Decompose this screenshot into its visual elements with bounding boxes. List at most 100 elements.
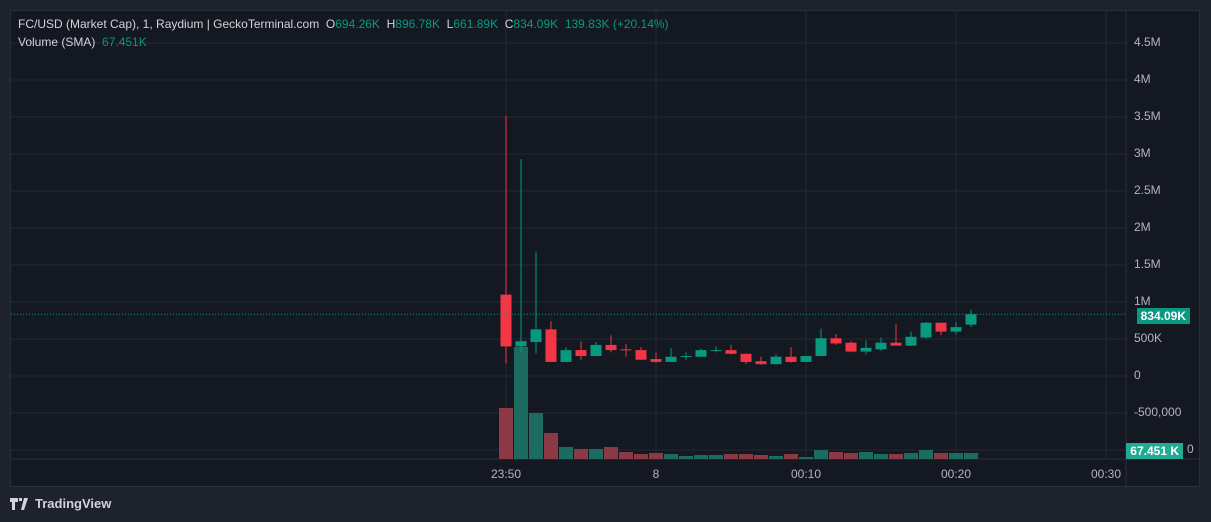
volume-bar (949, 453, 963, 459)
candle-body (800, 356, 812, 362)
candle-body (695, 350, 707, 357)
candle-body (560, 350, 572, 362)
volume-bar (919, 450, 933, 459)
volume-bar (784, 454, 798, 459)
volume-bar (799, 457, 813, 459)
candle-body (635, 350, 647, 360)
volume-bar (634, 454, 648, 459)
volume-bar (739, 454, 753, 459)
volume-bar (544, 433, 558, 459)
candle-body (920, 322, 932, 338)
candle-body (680, 356, 692, 358)
candle-body (620, 349, 632, 351)
volume-bar (769, 456, 783, 459)
close-label: C (504, 17, 514, 31)
volume-value: 67.451K (102, 35, 147, 49)
volume-bar (559, 447, 573, 459)
volume-bar (724, 454, 738, 459)
last-price-badge: 834.09K (1136, 308, 1190, 324)
candle-body (590, 344, 602, 357)
low-label: L (446, 17, 454, 31)
candle-body (875, 342, 887, 350)
candle-body (500, 294, 512, 347)
price-axis-label: 1.5M (1134, 257, 1161, 271)
volume-bar (649, 453, 663, 459)
volume-bar (499, 408, 513, 459)
close-value: 834.09K (513, 17, 559, 31)
candle-body (950, 327, 962, 332)
candle-body (530, 329, 542, 342)
volume-bar (604, 447, 618, 459)
volume-bar (964, 453, 978, 459)
price-axis-label: 0 (1187, 442, 1194, 456)
time-axis-label: 00:10 (791, 467, 821, 481)
candle-body (650, 358, 662, 362)
tradingview-logo[interactable]: TradingView (10, 496, 111, 511)
candle-body (545, 329, 557, 362)
volume-bar (619, 452, 633, 459)
legend-symbol: FC/USD (Market Cap), 1, Raydium | GeckoT… (18, 17, 320, 31)
time-axis-label: 23:50 (491, 467, 521, 481)
price-axis-label: 2M (1134, 220, 1151, 234)
price-axis-label: 1M (1134, 294, 1151, 308)
candle-body (755, 361, 767, 365)
high-label: H (386, 17, 396, 31)
legend-ohlc: FC/USD (Market Cap), 1, Raydium | GeckoT… (18, 17, 669, 31)
volume-bar (904, 453, 918, 459)
price-axis-label: 500K (1134, 331, 1162, 345)
volume-bar (664, 454, 678, 459)
volume-bar (934, 453, 948, 459)
price-axis-label: 2.5M (1134, 183, 1161, 197)
high-value: 896.78K (395, 17, 440, 31)
open-label: O (325, 17, 336, 31)
candle-body (845, 342, 857, 352)
price-axis-label: 4M (1134, 72, 1151, 86)
volume-bar (574, 449, 588, 459)
candle-body (905, 336, 917, 346)
time-axis-label: 00:20 (941, 467, 971, 481)
candle-body (935, 322, 947, 332)
volume-bar (679, 456, 693, 459)
price-axis-label: -500,000 (1134, 405, 1182, 419)
candle-body (890, 342, 902, 346)
price-axis-label: 3M (1134, 146, 1151, 160)
volume-bar (754, 455, 768, 459)
volume-bar (859, 452, 873, 459)
chart-canvas[interactable]: 4.5M 4M 3.5M 3M 2.5M 2M 1.5M 1M 500K 0 -500,000 0 23… (11, 11, 1201, 488)
legend-volume: Volume (SMA) 67.451K (18, 35, 147, 49)
candle-body (770, 356, 782, 365)
candle-body (725, 350, 737, 354)
volume-badge: 67.451 K (1126, 443, 1183, 459)
candle-body (575, 350, 587, 357)
tradingview-logo-icon (10, 497, 28, 510)
candle-body (965, 314, 977, 325)
candle-body (605, 344, 617, 351)
open-value: 694.26K (335, 17, 380, 31)
price-axis-label: 0 (1134, 368, 1141, 382)
low-value: 661.89K (453, 17, 499, 31)
volume-bar (844, 453, 858, 459)
candle-body (785, 356, 797, 362)
candle-body (515, 341, 527, 347)
volume-bar (589, 449, 603, 459)
candle-body (815, 338, 827, 357)
volume-label: Volume (SMA) (18, 35, 96, 49)
candle-body (860, 347, 872, 352)
time-axis-label: 00:30 (1091, 467, 1121, 481)
candle-body (830, 338, 842, 344)
time-axis-label: 8 (653, 467, 660, 481)
volume-bar (829, 452, 843, 459)
price-axis-label: 4.5M (1134, 35, 1161, 49)
volume-bar (529, 413, 543, 459)
candle-body (740, 353, 752, 362)
candle-body (710, 350, 722, 352)
chart-panel[interactable]: 4.5M 4M 3.5M 3M 2.5M 2M 1.5M 1M 500K 0 -500,000 0 23… (10, 10, 1201, 488)
volume-bar (874, 454, 888, 459)
volume-bar (889, 454, 903, 459)
change-value: 139.83K (+20.14%) (564, 17, 669, 31)
volume-bar (709, 455, 723, 459)
volume-bar (694, 455, 708, 459)
candle-body (665, 356, 677, 362)
brand-name: TradingView (35, 496, 112, 511)
volume-bar (514, 347, 528, 459)
